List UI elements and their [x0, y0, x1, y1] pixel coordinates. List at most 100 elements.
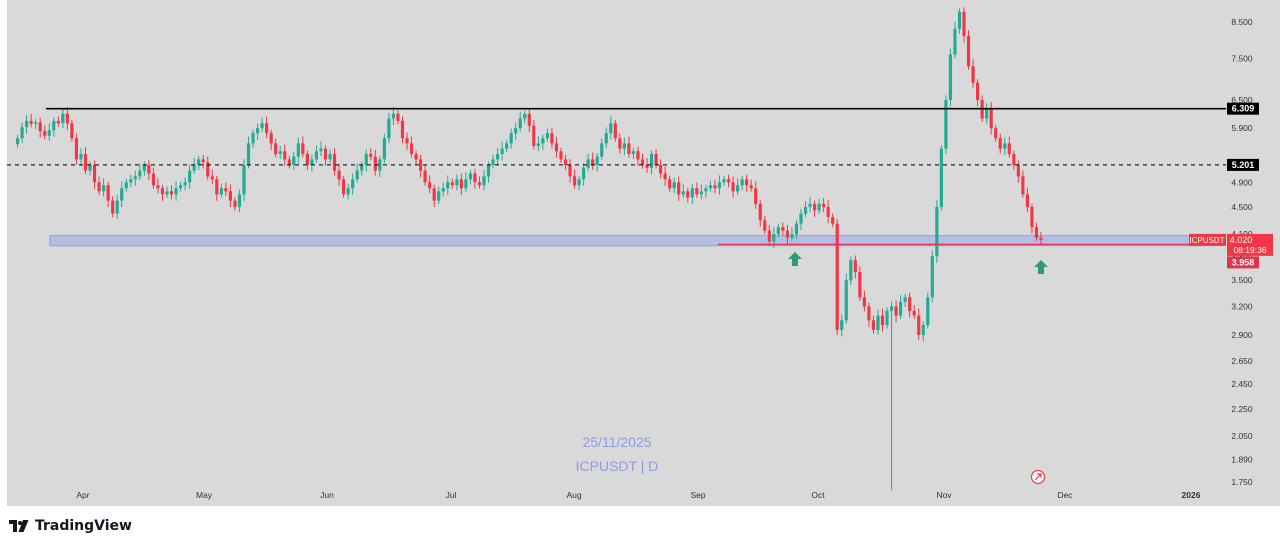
- candle: [840, 314, 844, 337]
- watermark-date: 25/11/2025: [582, 434, 651, 450]
- candle: [790, 227, 794, 242]
- candle: [61, 107, 65, 129]
- candle: [926, 292, 930, 329]
- candle-body: [115, 200, 119, 214]
- candle-body: [926, 297, 930, 326]
- candle-body: [473, 173, 477, 183]
- candle: [627, 136, 631, 158]
- candle: [323, 145, 328, 166]
- candle-body: [373, 156, 377, 171]
- candle: [138, 163, 142, 180]
- candle: [34, 118, 38, 129]
- candle: [509, 128, 513, 149]
- candle-body: [25, 120, 29, 128]
- candle: [283, 144, 287, 166]
- candle-body: [749, 185, 753, 189]
- candle: [663, 166, 667, 186]
- candle-body: [183, 182, 187, 186]
- resistance-badge: [1227, 102, 1259, 115]
- candle-body: [758, 203, 762, 221]
- candle: [156, 178, 160, 194]
- candle: [708, 180, 713, 192]
- candle-body: [255, 128, 260, 134]
- candle-body: [237, 194, 242, 208]
- candle: [826, 200, 830, 224]
- candle: [79, 148, 83, 166]
- candle-body: [414, 153, 418, 160]
- candle: [880, 308, 885, 332]
- candle-body: [690, 188, 694, 198]
- candle-body: [65, 113, 69, 124]
- candle: [337, 163, 341, 186]
- candle-body: [133, 176, 137, 180]
- candle: [97, 176, 101, 195]
- candle: [188, 164, 192, 189]
- y-tick-label: 7.500: [1231, 53, 1253, 63]
- candle: [495, 148, 500, 165]
- candle-body: [781, 227, 785, 231]
- candle-body: [391, 113, 396, 119]
- candle: [1021, 170, 1025, 198]
- candle-body: [953, 28, 957, 55]
- candle-body: [903, 297, 907, 302]
- candle-body: [319, 148, 323, 152]
- candle-body: [441, 188, 445, 192]
- candle-body: [989, 109, 993, 129]
- candle-body: [111, 200, 115, 214]
- candle: [794, 220, 799, 240]
- candle-body: [618, 138, 622, 149]
- candle: [677, 176, 681, 201]
- candle: [957, 8, 962, 34]
- candle: [939, 145, 943, 211]
- candle: [595, 153, 599, 172]
- candle: [265, 116, 269, 139]
- price-chart[interactable]: 25/11/2025 ICPUSDT | D 8.500 7.500 6.500 5.…: [7, 0, 1280, 506]
- candle-body: [505, 143, 509, 149]
- time-axis[interactable]: Apr May Jun Jul Aug Sep Oct Nov Dec 2026: [7, 490, 1280, 506]
- time-axis-bg: [7, 490, 1280, 506]
- candle: [659, 159, 663, 179]
- candle: [758, 200, 762, 227]
- candle-body: [899, 301, 903, 316]
- candle-body: [34, 122, 38, 124]
- x-tick-label: Jun: [320, 490, 334, 500]
- candle: [600, 138, 604, 161]
- candle-body: [722, 179, 726, 183]
- candle-body: [88, 164, 92, 171]
- candle-body: [138, 170, 142, 177]
- candle: [672, 177, 676, 194]
- candle-body: [1012, 153, 1016, 165]
- y-tick-label: 2.450: [1231, 379, 1253, 389]
- candle-body: [387, 118, 391, 139]
- candle-body: [745, 179, 749, 186]
- candle-body: [1016, 164, 1020, 177]
- candle-body: [772, 234, 776, 242]
- candle: [912, 305, 916, 320]
- candle-body: [627, 143, 631, 154]
- replay-icon[interactable]: [1030, 469, 1046, 485]
- candle: [899, 294, 903, 320]
- candle: [550, 127, 554, 149]
- candle-body: [246, 143, 251, 165]
- candle-body: [56, 120, 60, 124]
- candle-body: [835, 223, 839, 330]
- candle-body: [70, 123, 74, 139]
- candle: [853, 255, 857, 279]
- candle-body: [215, 179, 219, 195]
- candle-body: [563, 159, 568, 165]
- candle-body: [1021, 176, 1025, 195]
- chart-panel[interactable]: 25/11/2025 ICPUSDT | D 8.500 7.500 6.500 5.…: [7, 0, 1280, 506]
- candle: [477, 176, 482, 189]
- y-tick-label: 1.750: [1231, 477, 1253, 487]
- candle-body: [165, 191, 169, 195]
- candle: [505, 139, 509, 153]
- candle: [332, 148, 337, 176]
- candle-body: [346, 188, 350, 195]
- candle: [690, 183, 694, 204]
- candle-body: [296, 143, 300, 157]
- x-tick-label: May: [196, 490, 213, 500]
- candle: [47, 123, 51, 141]
- y-tick-label: 2.250: [1231, 404, 1253, 414]
- candle: [871, 315, 876, 334]
- candle: [459, 173, 463, 195]
